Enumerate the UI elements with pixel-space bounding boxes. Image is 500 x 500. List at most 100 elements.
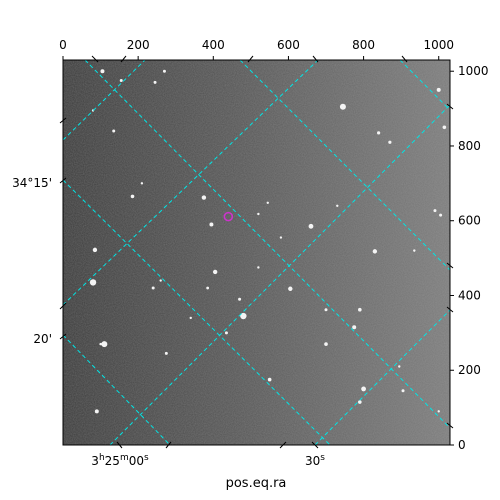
top-tick-label-0: 0 <box>59 38 67 52</box>
right-tick-label-0: 0 <box>458 438 466 452</box>
top-axis: 0 200 400 600 800 1000 <box>59 38 454 60</box>
top-tick-label-1000: 1000 <box>423 38 454 52</box>
star-44 <box>94 409 99 414</box>
wcs-tick-bottom-4 <box>311 441 319 449</box>
wcs-tick-right-3 <box>446 306 454 313</box>
star-20 <box>266 201 269 204</box>
image-area <box>63 60 450 445</box>
star-1 <box>100 69 105 74</box>
star-31 <box>358 307 362 312</box>
star-25 <box>151 286 155 290</box>
star-4 <box>162 69 166 73</box>
star-9 <box>442 125 447 130</box>
star-37 <box>164 351 168 355</box>
wcs-tick-bottom-2 <box>165 441 172 449</box>
star-40 <box>361 386 366 392</box>
wcs-label-left-1: 34°15' <box>12 176 52 190</box>
right-tick-label-600: 600 <box>458 214 481 228</box>
grid-line-ra-5 <box>63 334 171 445</box>
star-34 <box>101 341 108 348</box>
wcs-tick-left-1 <box>59 117 67 124</box>
star-6 <box>377 131 381 135</box>
star-19 <box>336 204 339 207</box>
star-21 <box>257 212 260 216</box>
star-7 <box>388 140 392 144</box>
star-10 <box>112 129 116 133</box>
grid-line-dec-4 <box>63 60 146 141</box>
wcs-tick-top-1 <box>91 55 99 63</box>
wcs-tick-right-1 <box>446 103 454 110</box>
target-marker <box>223 211 234 222</box>
top-tick-label-200: 200 <box>127 38 150 52</box>
star-26 <box>206 286 210 290</box>
right-tick-label-1000: 1000 <box>458 64 489 78</box>
wcs-label-bottom-1: 3h25m00s <box>91 453 149 468</box>
star-24 <box>212 269 218 275</box>
right-tick-label-200: 200 <box>458 363 481 377</box>
wcs-tick-top-2 <box>120 55 127 63</box>
grid-line-ra-3 <box>239 60 450 271</box>
star-38 <box>224 331 228 335</box>
grid-line-ra-1 <box>84 60 450 429</box>
star-3 <box>153 80 157 84</box>
top-tick-label-600: 600 <box>277 38 300 52</box>
stars <box>89 69 447 414</box>
grid-line-dec-1 <box>63 60 319 306</box>
sky-noise <box>63 60 450 445</box>
top-tick-label-400: 400 <box>202 38 225 52</box>
right-tick-label-400: 400 <box>458 288 481 302</box>
wcs-tick-left-3 <box>59 302 67 310</box>
wcs-tick-top-5 <box>401 55 408 63</box>
star-18 <box>439 213 443 217</box>
star-13 <box>201 195 207 200</box>
star-33 <box>324 308 328 312</box>
star-17 <box>433 209 437 213</box>
right-axis: 0 200 400 600 800 1000 <box>450 64 489 452</box>
star-27 <box>288 286 293 291</box>
wcs-tick-left-2 <box>59 177 67 184</box>
star-41 <box>358 400 362 404</box>
wcs-tick-left-4 <box>59 333 67 340</box>
wcs-tick-right-4 <box>446 422 454 429</box>
wcs-tick-top-3 <box>247 55 254 63</box>
coordinate-grid <box>63 60 450 445</box>
star-23 <box>89 279 97 286</box>
right-tick-label-800: 800 <box>458 139 481 153</box>
grid-line-dec-3 <box>314 309 450 445</box>
star-48 <box>279 236 283 239</box>
star-49 <box>413 249 416 252</box>
wcs-label-bottom-2: 30s <box>305 453 325 468</box>
wcs-label-left-2: 20' <box>33 332 52 346</box>
wcs-tick-marks <box>59 55 454 449</box>
star-39 <box>267 377 272 382</box>
star-35 <box>99 342 102 346</box>
star-8 <box>436 87 441 92</box>
star-22 <box>92 247 98 253</box>
star-12 <box>130 194 135 199</box>
star-43 <box>398 365 401 368</box>
star-42 <box>401 389 405 393</box>
star-16 <box>372 249 378 254</box>
star-46 <box>257 266 260 269</box>
grid-line-ra-4 <box>399 60 450 111</box>
grid-line-dec-2 <box>109 104 450 445</box>
star-47 <box>159 279 162 282</box>
top-tick-label-800: 800 <box>352 38 375 52</box>
star-2 <box>119 79 123 83</box>
star-5 <box>339 103 346 110</box>
star-36 <box>324 342 328 346</box>
wcs-tick-bottom-3 <box>279 441 287 449</box>
plot-frame <box>62 59 451 446</box>
wcs-tick-top-4 <box>312 55 319 63</box>
star-50 <box>140 182 144 185</box>
star-30 <box>189 316 192 320</box>
star-15 <box>308 223 314 229</box>
wcs-tick-bottom-1 <box>116 441 123 449</box>
star-14 <box>209 222 214 227</box>
x-axis-title: pos.eq.ra <box>226 476 287 491</box>
star-29 <box>238 297 242 301</box>
star-32 <box>352 325 357 330</box>
star-28 <box>240 312 247 320</box>
wcs-tick-right-2 <box>446 262 454 269</box>
